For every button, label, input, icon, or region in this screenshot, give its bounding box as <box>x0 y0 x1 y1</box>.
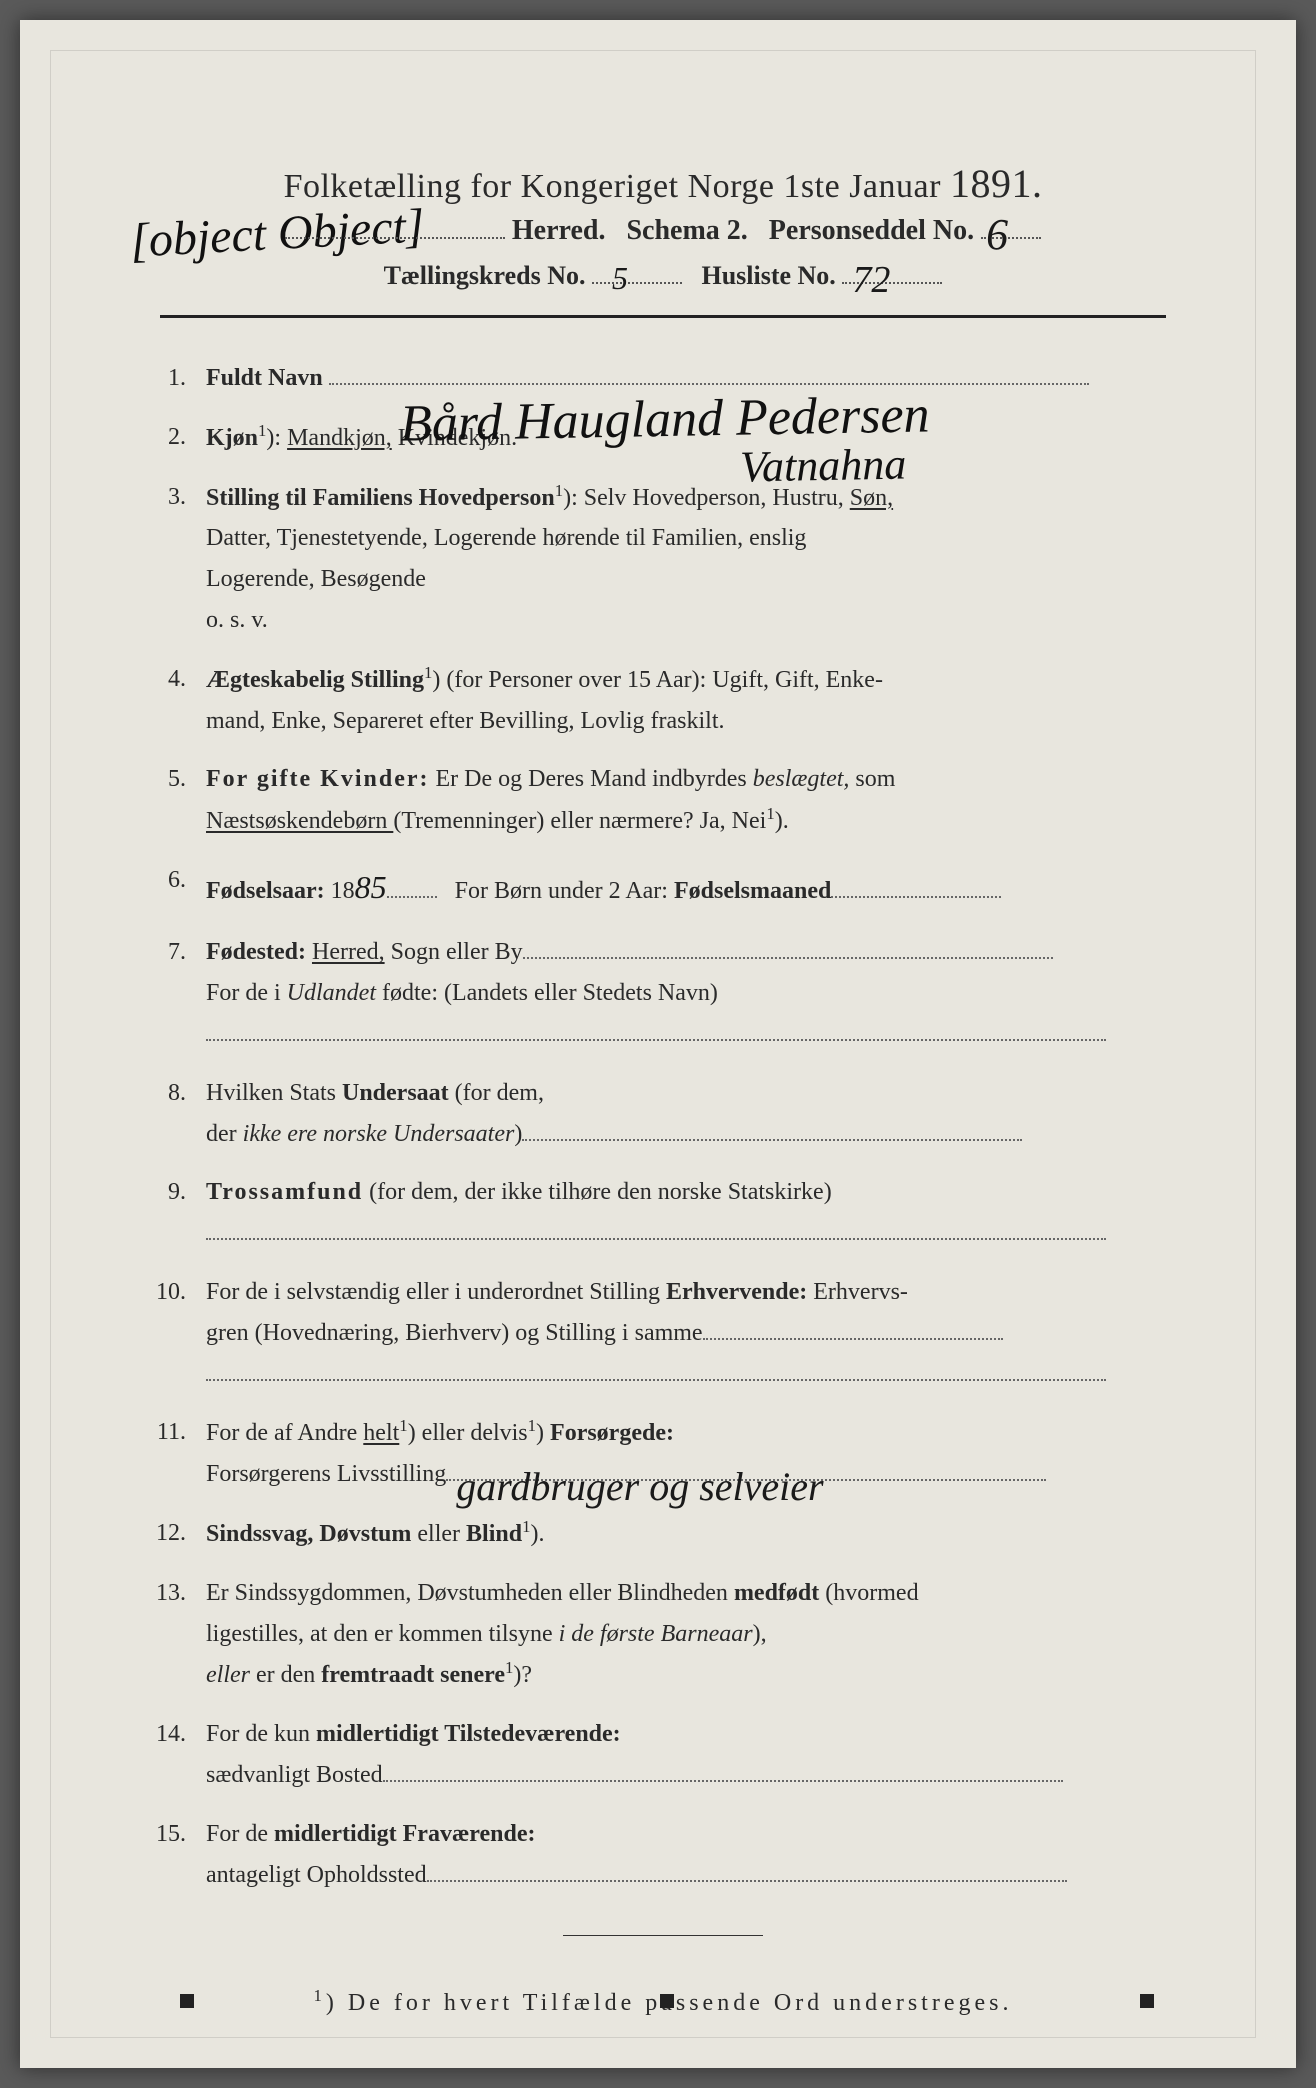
entry-num: 6. <box>150 860 206 914</box>
entry-15: 15. For de midlertidigt Fraværende: anta… <box>150 1814 1176 1896</box>
personseddel-label: Personseddel No. <box>769 215 974 246</box>
census-form-page: Folketælling for Kongeriget Norge 1ste J… <box>20 20 1296 2068</box>
husliste-value: 72 <box>852 258 890 302</box>
line: Datter, Tjenestetyende, Logerende hørend… <box>206 525 806 551</box>
navn-blank <box>329 383 1089 385</box>
line: Logerende, Besøgende <box>206 566 426 592</box>
entry-5: 5. For gifte Kvinder: Er De og Deres Man… <box>150 759 1176 842</box>
entry-num: 1. <box>150 358 206 399</box>
entry-num: 7. <box>150 932 206 1054</box>
entry-body: For de af Andre helt1) eller delvis1) Fo… <box>206 1412 1176 1495</box>
label-stilling: Stilling til Familiens Hovedperson <box>206 485 555 511</box>
pin-mark <box>660 1994 674 2008</box>
entry-num: 4. <box>150 659 206 742</box>
label-kjon: Kjøn <box>206 425 258 451</box>
label-fodested: Fødested: <box>206 939 306 965</box>
label-tros: Trossamfund <box>206 1179 363 1205</box>
entry-num: 3. <box>150 477 206 641</box>
form-title: Folketælling for Kongeriget Norge 1ste J… <box>120 160 1206 207</box>
opt-mandkjon: Mandkjøn, <box>287 425 392 451</box>
entry-body: Er Sindssygdommen, Døvstumheden eller Bl… <box>206 1573 1176 1696</box>
divider-line <box>160 315 1166 318</box>
line: mand, Enke, Separeret efter Bevilling, L… <box>206 708 725 734</box>
entry-body: For de midlertidigt Fraværende: antageli… <box>206 1814 1176 1896</box>
entry-7: 7. Fødested: Herred, Sogn eller By For d… <box>150 932 1176 1054</box>
sub-line-1: Herred. Schema 2. Personseddel No. 6 <box>120 215 1206 247</box>
forsorger-value: gardbruger og selveier <box>456 1453 823 1521</box>
kreds-value: 5 <box>612 260 628 297</box>
entry-num: 14. <box>150 1714 206 1796</box>
entry-num: 12. <box>150 1513 206 1555</box>
entry-num: 2. <box>150 417 206 459</box>
entry-body: Stilling til Familiens Hovedperson1): Se… <box>206 477 1176 641</box>
husliste-blank: 72 <box>842 282 942 284</box>
line: o. s. v. <box>206 607 268 633</box>
kreds-label: Tællingskreds No. <box>384 261 586 290</box>
entry-8: 8. Hvilken Stats Undersaat (for dem, der… <box>150 1073 1176 1155</box>
pin-mark <box>1140 1994 1154 2008</box>
form-entries: 1. Fuldt Navn 2. Kjøn1): Mandkjøn, Kvind… <box>120 358 1206 1895</box>
opt-herred: Herred, <box>312 939 385 965</box>
entry-body: For de i selvstændig eller i underordnet… <box>206 1272 1176 1394</box>
label-gifte: For gifte Kvinder: <box>206 766 430 792</box>
entry-body: Fødselsaar: 1885 For Børn under 2 Aar: F… <box>206 860 1176 914</box>
entry-body: Hvilken Stats Undersaat (for dem, der ik… <box>206 1073 1176 1155</box>
entry-num: 13. <box>150 1573 206 1696</box>
entry-6: 6. Fødselsaar: 1885 For Børn under 2 Aar… <box>150 860 1176 914</box>
footnote-rule <box>563 1935 763 1936</box>
kreds-blank: 5 <box>592 282 682 284</box>
naest: Næstsøskendebørn <box>206 808 393 834</box>
sub-line-2: Tællingskreds No. 5 Husliste No. 72 <box>120 261 1206 291</box>
entry-num: 9. <box>150 1172 206 1254</box>
personseddel-value: 6 <box>986 209 1008 260</box>
entry-13: 13. Er Sindssygdommen, Døvstumheden elle… <box>150 1573 1176 1696</box>
entry-num: 11. <box>150 1412 206 1495</box>
herred-label: Herred. <box>512 215 606 246</box>
entry-num: 15. <box>150 1814 206 1896</box>
name-handwritten-2: Vatnahna <box>740 439 907 493</box>
entry-body: Ægteskabelig Stilling1) (for Personer ov… <box>206 659 1176 742</box>
entry-body: Trossamfund (for dem, der ikke tilhøre d… <box>206 1172 1176 1254</box>
entry-num: 10. <box>150 1272 206 1394</box>
label-fodsel: Fødselsaar: <box>206 878 325 904</box>
husliste-label: Husliste No. <box>701 261 835 290</box>
entry-body: Fødested: Herred, Sogn eller By For de i… <box>206 932 1176 1054</box>
entry-14: 14. For de kun midlertidigt Tilstedevære… <box>150 1714 1176 1796</box>
pin-mark <box>180 1994 194 2008</box>
schema-label: Schema 2. <box>626 215 747 246</box>
label-aegte: Ægteskabelig Stilling <box>206 667 424 693</box>
entry-10: 10. For de i selvstændig eller i underor… <box>150 1272 1176 1394</box>
entry-body: For gifte Kvinder: Er De og Deres Mand i… <box>206 759 1176 842</box>
entry-3: 3. Stilling til Familiens Hovedperson1):… <box>150 477 1176 641</box>
entry-11: 11. For de af Andre helt1) eller delvis1… <box>150 1412 1176 1495</box>
personseddel-blank: 6 <box>981 237 1041 239</box>
entry-4: 4. Ægteskabelig Stilling1) (for Personer… <box>150 659 1176 742</box>
entry-num: 8. <box>150 1073 206 1155</box>
entry-num: 5. <box>150 759 206 842</box>
label-navn: Fuldt Navn <box>206 365 323 391</box>
herred-blank <box>285 237 505 239</box>
birthyear-value: 85 <box>355 860 387 914</box>
entry-body: For de kun midlertidigt Tilstedeværende:… <box>206 1714 1176 1796</box>
title-year: 1891. <box>950 161 1043 206</box>
entry-9: 9. Trossamfund (for dem, der ikke tilhør… <box>150 1172 1176 1254</box>
